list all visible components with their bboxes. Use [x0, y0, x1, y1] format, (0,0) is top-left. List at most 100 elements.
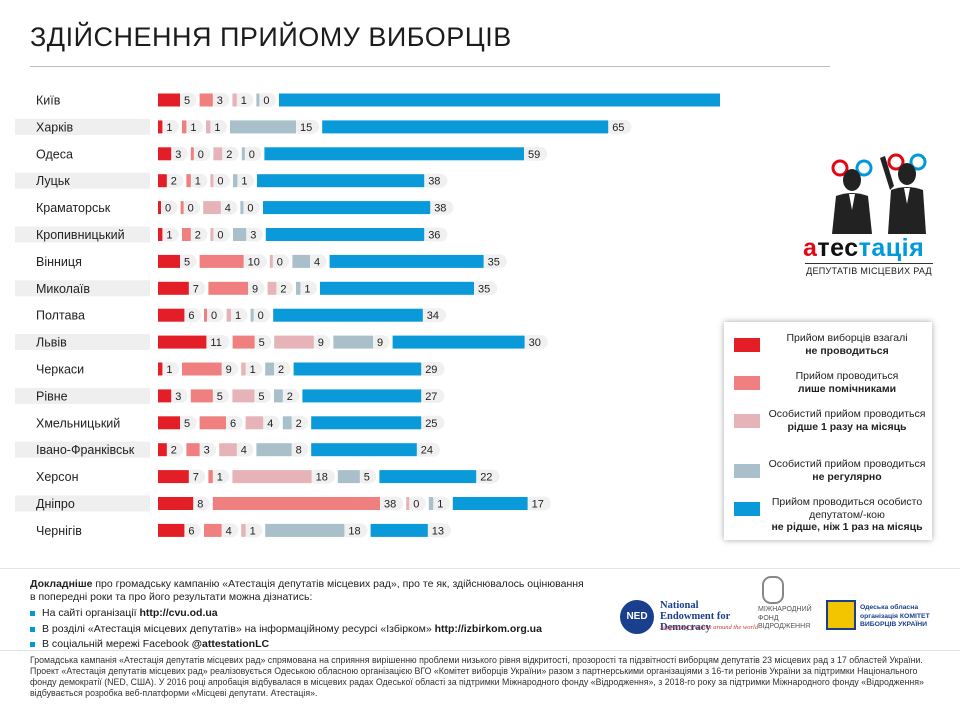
value-pill	[271, 362, 291, 376]
value-label: 3	[175, 149, 181, 161]
value-label: 1	[195, 176, 201, 188]
value-label: 2	[280, 283, 286, 295]
value-pill	[183, 119, 203, 134]
bar-segment	[182, 120, 187, 134]
value-label: 0	[258, 310, 264, 322]
value-pill	[223, 415, 243, 430]
value-pill	[181, 308, 201, 323]
value-pill	[418, 415, 445, 430]
bar-segment	[213, 147, 223, 161]
value-label: 6	[188, 310, 194, 322]
value-label: 2	[171, 445, 177, 457]
city-label: Хмельницький	[36, 416, 120, 430]
bar-segment	[190, 389, 213, 403]
value-pill	[196, 442, 217, 457]
value-label: 1	[250, 525, 256, 537]
value-label: 30	[529, 337, 541, 349]
legend-swatch	[734, 502, 760, 516]
value-label: 9	[226, 364, 232, 376]
izbirkom-link[interactable]: http://izbirkom.org.ua	[434, 622, 542, 635]
bar-segment	[428, 497, 434, 510]
value-pill	[177, 254, 197, 269]
city-label: Чернігів	[36, 524, 82, 538]
city-label: Краматорськ	[36, 201, 111, 215]
value-label: 1	[166, 122, 172, 134]
value-label: 8	[296, 445, 302, 457]
value-pill	[419, 308, 446, 323]
value-pill	[203, 335, 230, 350]
bar-segment	[230, 120, 296, 134]
legend-swatch	[734, 414, 760, 428]
bullet-square-icon	[30, 611, 35, 616]
row-stripe	[15, 172, 150, 189]
value-pill	[307, 254, 327, 269]
value-label: 0	[211, 310, 217, 322]
value-pill	[251, 388, 271, 403]
bar-segment	[241, 147, 245, 161]
value-pill	[209, 469, 230, 484]
value-pill	[418, 388, 445, 403]
page-title: ЗДІЙСНЕННЯ ПРИЙОМУ ВИБОРЦІВ	[30, 22, 512, 52]
stacked-bar-chart: Київ5310111Харків1111565Одеса302059Луцьк…	[15, 93, 720, 538]
value-label: 8	[197, 499, 203, 511]
value-label: 1	[241, 176, 247, 188]
value-label: 3	[175, 391, 181, 403]
bar-segment	[250, 308, 254, 322]
value-label: 27	[425, 391, 437, 403]
chart-legend: Прийом виборців взагалі не проводиться Пр…	[724, 322, 932, 540]
city-label: Дніпро	[36, 497, 75, 511]
value-label: 0	[165, 203, 171, 215]
value-pill	[421, 227, 448, 242]
bar-segment	[322, 120, 609, 134]
value-pill	[180, 200, 201, 215]
legend-swatch	[734, 376, 760, 390]
value-label: 5	[184, 256, 190, 268]
value-label: 59	[528, 149, 540, 161]
city-label: Черкаси	[36, 363, 84, 377]
bar-segment	[379, 470, 477, 484]
logo-wordmark: атестація	[803, 234, 933, 263]
bar-segment	[208, 281, 248, 295]
city-label: Івано-Франківськ	[36, 443, 135, 457]
bar-segment	[158, 174, 167, 188]
value-pill	[288, 415, 309, 430]
value-label: 1	[214, 122, 220, 134]
bar-segment	[203, 201, 221, 215]
value-label: 3	[217, 95, 223, 107]
value-label: 2	[171, 176, 177, 188]
bar-segment	[233, 174, 238, 188]
value-label: 35	[478, 283, 490, 295]
bar-segment	[199, 254, 244, 268]
value-pill	[233, 442, 254, 457]
facebook-link[interactable]: @attestationLC	[191, 638, 270, 650]
logo-word-part1: а	[803, 234, 818, 262]
value-pill	[168, 388, 188, 403]
value-pill	[181, 523, 201, 538]
value-pill	[310, 335, 331, 350]
city-label: Луцьк	[36, 174, 70, 188]
value-pill	[218, 362, 239, 376]
value-label: 6	[230, 418, 236, 430]
value-pill	[234, 173, 254, 188]
cvu-link[interactable]: http://cvu.od.ua	[139, 607, 218, 619]
row-stripe	[15, 441, 150, 458]
value-pill	[413, 442, 440, 457]
bar-segment	[204, 308, 207, 322]
value-pill	[242, 362, 263, 376]
value-label: 9	[252, 283, 258, 295]
value-pill	[219, 146, 239, 161]
bar-segment	[182, 228, 191, 241]
bar-segment	[241, 523, 246, 537]
value-pill	[524, 496, 551, 511]
value-label: 3	[250, 230, 256, 242]
list-item: На сайті організації http://cvu.od.ua	[30, 606, 590, 622]
fine-print: Громадська кампанія «Атестація депутатів…	[30, 655, 924, 698]
legend-item-not-held: Прийом виборців взагалі не проводиться	[734, 332, 924, 372]
value-label: 0	[188, 203, 194, 215]
city-label: Кропивницький	[36, 228, 125, 242]
bar-segment	[208, 470, 213, 484]
bar-segment	[219, 443, 237, 457]
value-pill	[210, 227, 230, 242]
value-pill	[473, 469, 500, 484]
value-label: 7	[193, 283, 199, 295]
